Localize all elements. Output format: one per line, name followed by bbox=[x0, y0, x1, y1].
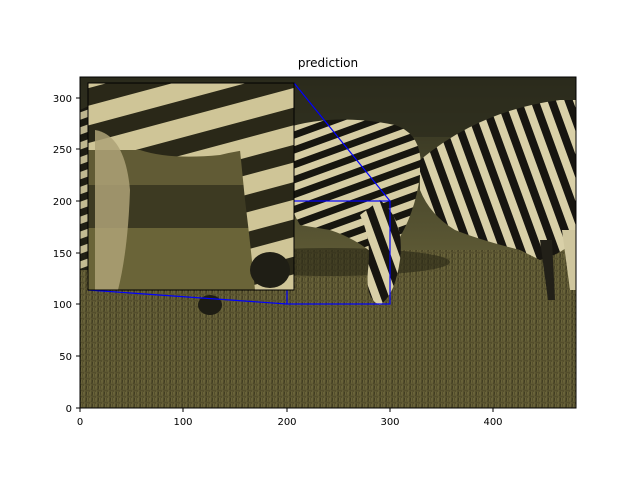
x-tick-label: 0 bbox=[77, 417, 83, 428]
y-tick-label: 200 bbox=[53, 197, 72, 208]
chart-title: prediction bbox=[298, 56, 358, 70]
zoom-connector-bottom bbox=[87, 289, 288, 305]
x-tick-label: 400 bbox=[483, 417, 502, 428]
x-tick-label: 100 bbox=[173, 417, 192, 428]
zoom-connector-top bbox=[293, 82, 391, 202]
y-tick-label: 150 bbox=[53, 249, 72, 260]
x-tick-label: 300 bbox=[380, 417, 399, 428]
y-tick-label: 0 bbox=[66, 404, 72, 415]
x-axis: 0 100 200 300 400 bbox=[77, 408, 503, 428]
zoom-inset bbox=[88, 83, 294, 290]
y-tick-label: 250 bbox=[53, 145, 72, 156]
y-tick-label: 300 bbox=[53, 94, 72, 105]
y-axis: 0 50 100 150 200 250 300 bbox=[53, 94, 80, 415]
zoom-inset-frame bbox=[87, 82, 295, 291]
plot-frame bbox=[79, 76, 577, 409]
zebra-photo bbox=[80, 77, 576, 408]
y-tick-label: 100 bbox=[53, 300, 72, 311]
x-tick-label: 200 bbox=[277, 417, 296, 428]
y-tick-label: 50 bbox=[59, 352, 72, 363]
